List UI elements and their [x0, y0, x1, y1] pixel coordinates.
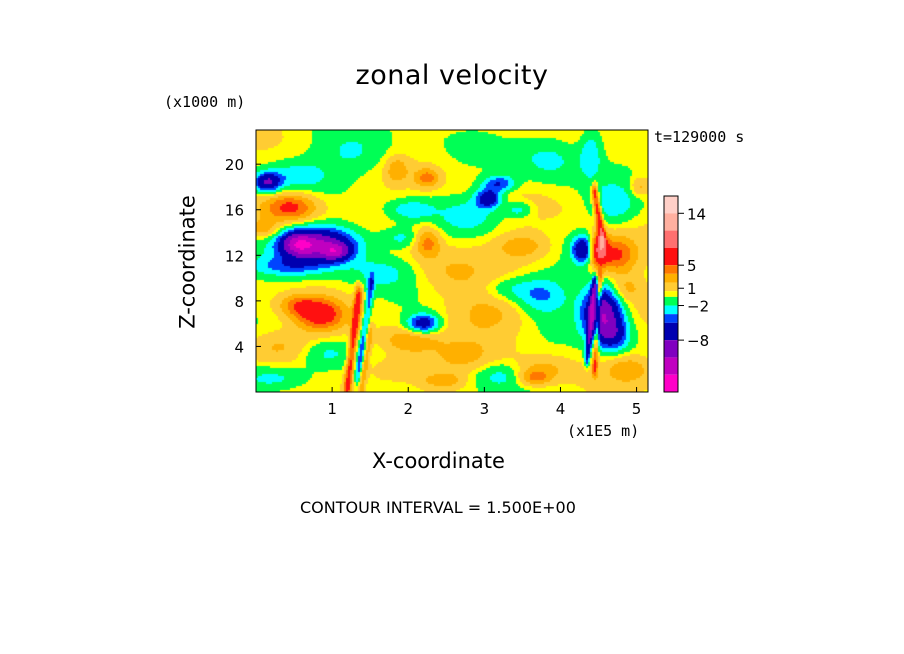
colorbar-frame	[663, 195, 679, 393]
colorbar-tick-label: 1	[687, 280, 697, 298]
colorbar-swatch	[664, 291, 678, 297]
x-tick-label: 4	[556, 400, 566, 418]
x-axis-label: X-coordinate	[372, 449, 505, 473]
colorbar-swatch	[664, 314, 678, 323]
y-tick-label: 16	[225, 202, 244, 220]
colorbar-tick-label: −2	[687, 298, 709, 316]
colorbar-swatch	[664, 340, 678, 358]
x-tick-label: 2	[403, 400, 413, 418]
y-axis-ticks: 4 8 12 16 20	[225, 156, 261, 356]
x-axis-ticks: 1 2 3 4 5	[327, 387, 641, 418]
colorbar: 14 5 1−2 −8	[663, 195, 709, 393]
colorbar-swatch	[664, 357, 678, 375]
time-label: t=129000 s	[654, 128, 745, 146]
colorbar-swatch	[664, 273, 678, 283]
colorbar-swatch	[664, 213, 678, 231]
colorbar-swatch	[664, 305, 678, 315]
x-tick-label: 3	[480, 400, 490, 418]
y-unit-label: (x1000 m)	[164, 93, 246, 111]
x-unit-label: (x1E5 m)	[567, 422, 640, 440]
colorbar-swatch	[664, 296, 678, 306]
velocity-field	[256, 130, 648, 392]
x-tick-label: 5	[632, 400, 642, 418]
plot-frame	[255, 129, 649, 393]
y-tick-label: 8	[234, 293, 244, 311]
colorbar-swatch	[664, 230, 678, 248]
colorbar-swatch	[664, 322, 678, 341]
x-tick-label: 1	[327, 400, 337, 418]
chart-title: zonal velocity	[355, 60, 549, 91]
colorbar-swatch	[664, 282, 678, 292]
contour-interval-label: CONTOUR INTERVAL = 1.500E+00	[300, 498, 576, 517]
y-tick-label: 20	[225, 156, 244, 174]
colorbar-swatch	[664, 196, 678, 214]
colorbar-swatch	[664, 247, 678, 266]
colorbar-swatch	[664, 374, 678, 392]
colorbar-tick-label: 14	[687, 205, 706, 223]
y-tick-label: 12	[225, 247, 244, 265]
colorbar-tick-label: −8	[687, 332, 709, 350]
velocity-field-raster	[256, 130, 648, 392]
colorbar-swatch	[664, 265, 678, 274]
colorbar-tick-label: 5	[687, 257, 697, 275]
y-tick-label: 4	[234, 338, 244, 356]
